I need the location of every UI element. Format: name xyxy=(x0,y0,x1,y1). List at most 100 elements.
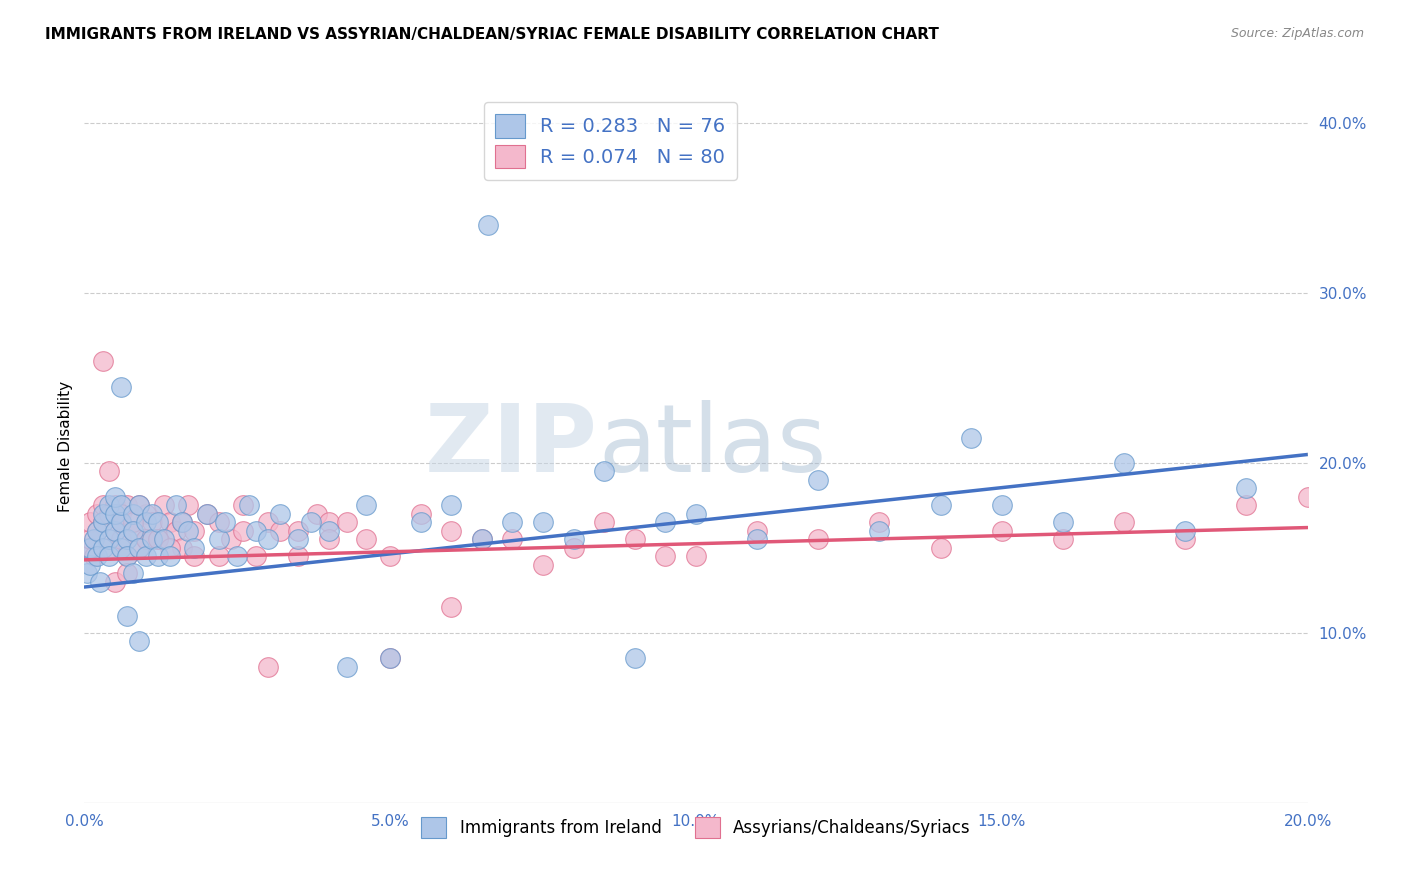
Point xyxy=(91,354,114,368)
Point xyxy=(991,499,1014,513)
Point xyxy=(146,533,169,547)
Point xyxy=(177,524,200,538)
Point xyxy=(135,516,157,530)
Point xyxy=(165,524,187,538)
Point xyxy=(159,541,181,555)
Point xyxy=(79,533,101,547)
Point xyxy=(110,379,132,393)
Point xyxy=(269,507,291,521)
Text: atlas: atlas xyxy=(598,400,827,492)
Point xyxy=(79,516,101,530)
Point xyxy=(86,524,108,538)
Point xyxy=(593,516,616,530)
Point xyxy=(104,524,127,538)
Point xyxy=(110,507,132,521)
Point xyxy=(135,533,157,547)
Point xyxy=(929,541,952,555)
Point xyxy=(336,516,359,530)
Point xyxy=(929,499,952,513)
Point xyxy=(76,541,98,555)
Point xyxy=(409,507,432,521)
Point xyxy=(97,549,120,564)
Point xyxy=(471,533,494,547)
Point xyxy=(115,608,138,623)
Point xyxy=(440,600,463,615)
Point xyxy=(287,549,309,564)
Point xyxy=(960,430,983,444)
Point xyxy=(86,524,108,538)
Point xyxy=(115,566,138,581)
Point xyxy=(245,524,267,538)
Point xyxy=(257,516,280,530)
Point xyxy=(110,533,132,547)
Point xyxy=(97,507,120,521)
Point xyxy=(654,516,676,530)
Point xyxy=(1114,516,1136,530)
Point xyxy=(477,218,499,232)
Point xyxy=(172,516,194,530)
Point xyxy=(318,524,340,538)
Point xyxy=(159,516,181,530)
Point xyxy=(122,516,145,530)
Point xyxy=(110,516,132,530)
Point xyxy=(97,465,120,479)
Point xyxy=(128,541,150,555)
Point xyxy=(471,533,494,547)
Point xyxy=(654,549,676,564)
Point xyxy=(1236,499,1258,513)
Point xyxy=(380,651,402,665)
Point xyxy=(172,541,194,555)
Point xyxy=(128,499,150,513)
Point xyxy=(83,533,105,547)
Point xyxy=(97,541,120,555)
Point xyxy=(122,524,145,538)
Text: Source: ZipAtlas.com: Source: ZipAtlas.com xyxy=(1230,27,1364,40)
Point xyxy=(104,499,127,513)
Point xyxy=(299,516,322,530)
Point xyxy=(318,516,340,530)
Point xyxy=(91,499,114,513)
Y-axis label: Female Disability: Female Disability xyxy=(58,380,73,512)
Point xyxy=(153,533,176,547)
Point xyxy=(1174,524,1197,538)
Point xyxy=(76,566,98,581)
Point xyxy=(83,549,105,564)
Point xyxy=(1052,533,1074,547)
Point xyxy=(232,499,254,513)
Point xyxy=(354,533,377,547)
Text: ZIP: ZIP xyxy=(425,400,598,492)
Point xyxy=(177,499,200,513)
Point xyxy=(214,516,236,530)
Point xyxy=(89,574,111,589)
Point xyxy=(159,549,181,564)
Point xyxy=(380,651,402,665)
Point xyxy=(562,541,585,555)
Point xyxy=(153,499,176,513)
Point xyxy=(183,549,205,564)
Point xyxy=(531,558,554,572)
Point xyxy=(208,533,231,547)
Point xyxy=(135,507,157,521)
Point xyxy=(128,634,150,648)
Point xyxy=(208,516,231,530)
Point xyxy=(141,507,163,521)
Point xyxy=(79,541,101,555)
Point xyxy=(91,541,114,555)
Point xyxy=(165,499,187,513)
Point xyxy=(128,499,150,513)
Point xyxy=(991,524,1014,538)
Point xyxy=(195,507,218,521)
Point xyxy=(97,533,120,547)
Point xyxy=(86,549,108,564)
Point xyxy=(79,558,101,572)
Point xyxy=(440,524,463,538)
Point xyxy=(257,533,280,547)
Point xyxy=(440,499,463,513)
Point xyxy=(104,574,127,589)
Point xyxy=(1114,456,1136,470)
Point xyxy=(104,490,127,504)
Point xyxy=(195,507,218,521)
Point xyxy=(685,549,707,564)
Point xyxy=(409,516,432,530)
Point xyxy=(1052,516,1074,530)
